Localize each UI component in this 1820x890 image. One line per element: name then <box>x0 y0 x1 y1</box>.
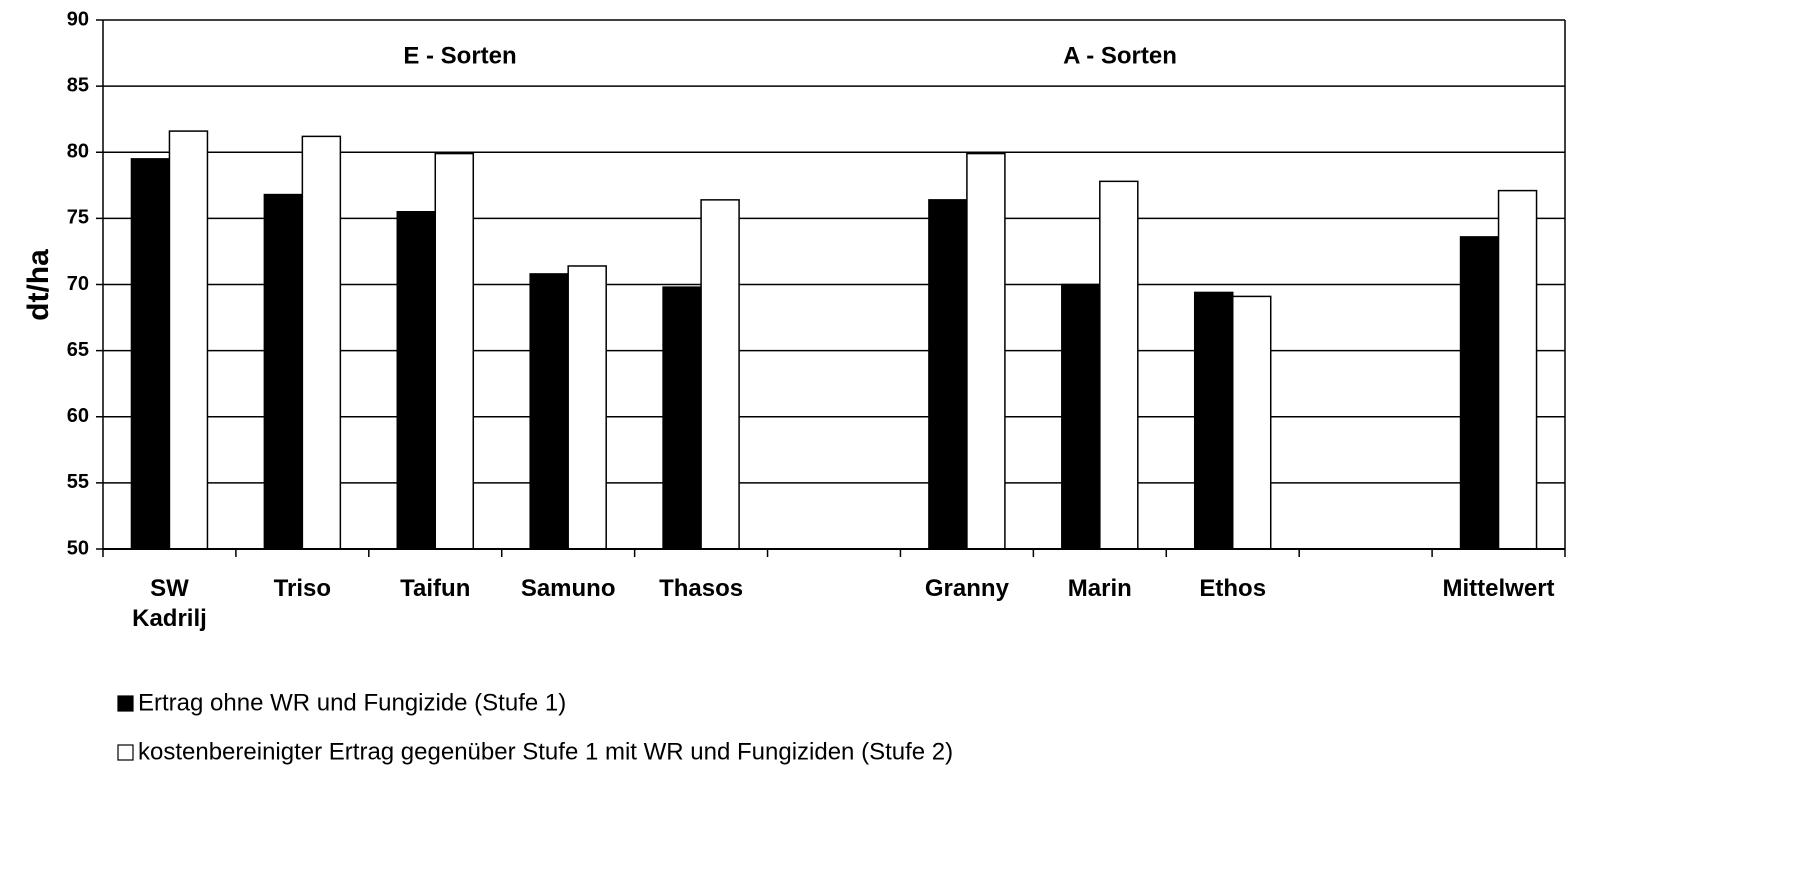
bar <box>662 286 702 550</box>
bar <box>1497 189 1538 550</box>
bar <box>130 158 171 550</box>
bar <box>966 152 1006 550</box>
x-tick-label: Mittelwert <box>1442 575 1555 602</box>
annotation: E - Sorten <box>403 42 516 69</box>
bar <box>1459 236 1500 550</box>
y-tick-label: 55 <box>67 471 89 493</box>
y-tick-label: 70 <box>67 273 89 295</box>
y-tick-label: 85 <box>67 74 89 96</box>
bar <box>301 135 342 550</box>
bar <box>263 193 304 550</box>
x-tick-label: Triso <box>273 575 332 602</box>
legend-marker <box>117 744 134 761</box>
bar <box>1231 295 1272 550</box>
bar <box>396 211 437 550</box>
y-axis-label: dt/ha <box>22 249 55 321</box>
bar <box>1061 283 1101 550</box>
legend-marker <box>117 695 134 712</box>
x-tick-label: Ethos <box>1199 575 1267 602</box>
y-tick-label: 65 <box>67 339 89 361</box>
y-tick-label: 90 <box>67 8 89 30</box>
bar <box>434 152 475 550</box>
y-tick-label: 60 <box>67 405 89 427</box>
legend-label: kostenbereinigter Ertrag gegenüber Stufe… <box>138 738 953 765</box>
y-tick-label: 50 <box>67 537 89 559</box>
x-tick-label: Thasos <box>659 575 744 602</box>
y-tick-label: 80 <box>67 141 89 163</box>
x-tick-label: SW Kadrilj <box>132 575 207 632</box>
bar <box>567 265 607 550</box>
annotation: A - Sorten <box>1063 42 1177 69</box>
bar <box>1099 180 1139 550</box>
bar <box>168 130 209 550</box>
bar <box>928 199 968 550</box>
x-tick-label: Samuno <box>520 575 616 602</box>
x-tick-label: Taifun <box>400 575 471 602</box>
legend-label: Ertrag ohne WR und Fungizide (Stufe 1) <box>138 689 566 716</box>
x-tick-label: Marin <box>1067 575 1132 602</box>
x-tick-label: Granny <box>924 575 1009 602</box>
bar <box>529 273 569 550</box>
bar <box>1193 291 1234 550</box>
y-tick-label: 75 <box>67 207 89 229</box>
bar <box>700 199 740 550</box>
